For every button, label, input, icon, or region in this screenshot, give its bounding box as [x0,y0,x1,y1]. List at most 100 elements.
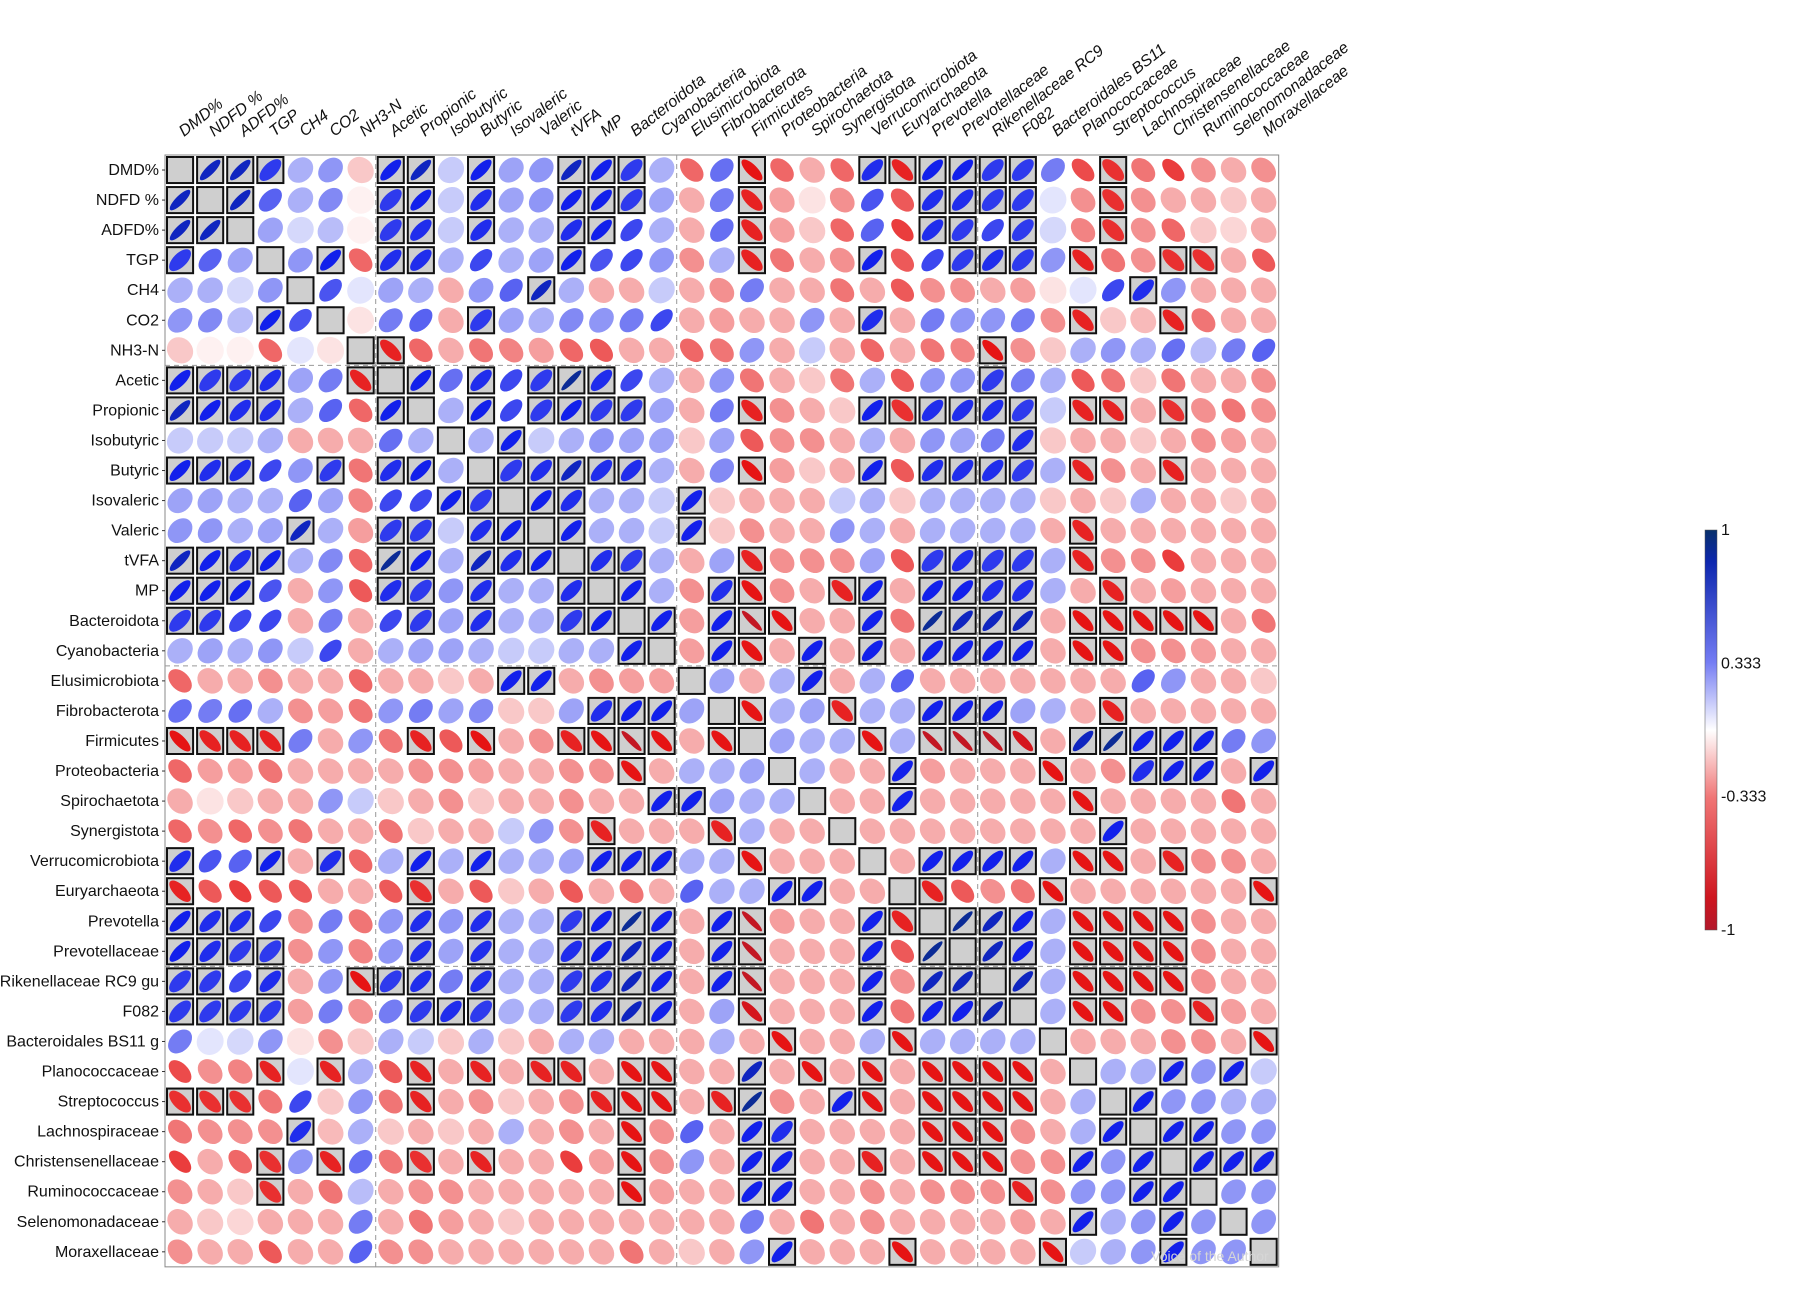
corr-cell [197,818,223,844]
corr-cell [347,306,375,334]
corr-ellipse [589,338,614,362]
corr-ellipse [889,728,916,754]
corr-ellipse [651,790,673,812]
corr-cell [257,818,283,844]
corr-cell [1250,1088,1277,1115]
corr-ellipse [922,610,943,631]
corr-cell [558,698,584,724]
corr-ellipse [1039,216,1067,244]
corr-ellipse [681,490,703,512]
corr-cell [918,606,947,635]
corr-ellipse [1070,337,1096,364]
corr-cell [497,516,526,545]
corr-cell [1069,1057,1098,1086]
corr-ellipse [1130,487,1157,514]
corr-cell [527,1057,556,1086]
corr-cell [379,609,402,632]
corr-cell [617,1087,646,1116]
corr-ellipse [1131,669,1155,693]
corr-ellipse [590,369,613,392]
corr-ellipse [169,219,191,241]
corr-cell [677,516,706,545]
corr-cell [858,576,887,605]
corr-ellipse [709,668,735,694]
corr-cell [498,1118,524,1145]
corr-cell [709,188,734,213]
corr-cell [739,307,765,334]
corr-cell [1040,698,1066,724]
corr-ellipse [229,369,252,392]
corr-ellipse [1191,428,1216,453]
corr-cell [256,156,285,185]
corr-cell [378,819,403,844]
corr-cell [167,788,193,814]
corr-cell [920,277,945,303]
corr-ellipse [318,187,343,213]
corr-ellipse [1130,548,1156,574]
corr-cell [769,1058,795,1085]
corr-ellipse [648,1239,675,1265]
corr-ellipse [1070,187,1096,213]
corr-ellipse [861,640,883,662]
corr-cell [378,1149,403,1174]
corr-cell [1040,998,1066,1025]
corr-cell [890,458,915,483]
corr-cell [648,517,675,544]
corr-ellipse [1162,549,1185,572]
corr-ellipse [649,1149,675,1175]
corr-ellipse [889,1088,916,1115]
corr-cell [1220,487,1247,514]
corr-ellipse [1220,1028,1247,1055]
corr-ellipse [799,968,825,995]
corr-ellipse [711,970,733,992]
corr-cell [1010,487,1036,514]
corr-ellipse [409,880,432,903]
corr-cell [860,338,885,363]
corr-cell [198,698,223,723]
corr-ellipse [410,730,432,752]
corr-cell [166,456,195,485]
corr-cell [858,1087,887,1116]
corr-cell [980,878,1006,904]
row-label: tVFA [124,553,159,570]
corr-ellipse [196,336,224,364]
corr-ellipse [769,698,795,724]
corr-ellipse [468,1089,494,1114]
corr-ellipse [861,730,883,752]
corr-ellipse [500,549,522,572]
corr-cell [1100,1149,1126,1175]
corr-ellipse [829,608,856,634]
corr-cell [1220,457,1247,484]
corr-ellipse [347,818,374,844]
corr-cell [257,518,283,544]
corr-ellipse [1130,247,1156,273]
corr-cell [707,636,736,665]
corr-ellipse [952,1121,974,1143]
corr-cell [1099,726,1128,756]
corr-ellipse [769,1209,795,1235]
corr-ellipse [470,610,492,632]
corr-cell [348,488,373,513]
corr-ellipse [590,1090,613,1113]
corr-cell [737,1117,767,1146]
corr-cell [408,1118,434,1145]
corr-ellipse [982,1121,1004,1143]
corr-ellipse [438,608,464,634]
corr-ellipse [770,248,795,273]
corr-ellipse [588,487,615,514]
corr-cell [769,517,795,544]
corr-cell [287,577,314,604]
corr-cell [258,879,282,903]
corr-ellipse [1250,517,1277,544]
row-label: Butyric [110,463,159,480]
corr-cell [799,1028,825,1055]
corr-ellipse [348,939,373,964]
corr-ellipse [1102,580,1124,602]
corr-cell [769,337,795,364]
corr-ellipse [859,878,886,904]
corr-cell [1162,549,1185,572]
corr-ellipse [678,818,705,844]
corr-ellipse [1192,610,1214,632]
corr-cell [439,729,463,753]
corr-ellipse [1192,1121,1214,1143]
